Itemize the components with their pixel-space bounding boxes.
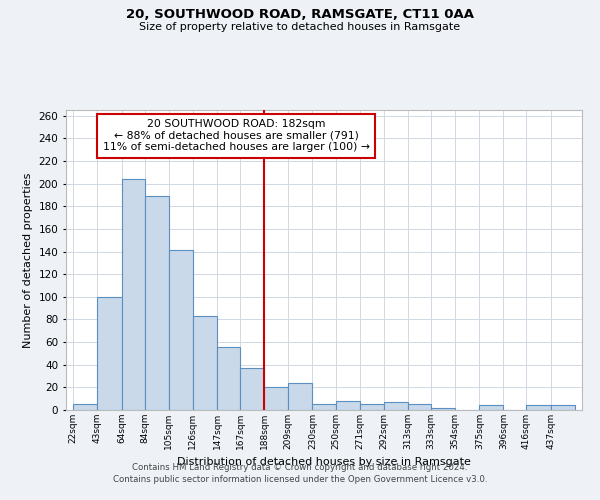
Bar — [313, 404, 335, 410]
Text: 20 SOUTHWOOD ROAD: 182sqm
← 88% of detached houses are smaller (791)
11% of semi: 20 SOUTHWOOD ROAD: 182sqm ← 88% of detac… — [103, 119, 370, 152]
Bar — [408, 404, 431, 410]
Y-axis label: Number of detached properties: Number of detached properties — [23, 172, 33, 348]
Bar — [289, 383, 313, 410]
Bar — [431, 408, 455, 410]
Bar — [264, 388, 289, 410]
Text: 20, SOUTHWOOD ROAD, RAMSGATE, CT11 0AA: 20, SOUTHWOOD ROAD, RAMSGATE, CT11 0AA — [126, 8, 474, 20]
Text: Contains public sector information licensed under the Open Government Licence v3: Contains public sector information licen… — [113, 475, 487, 484]
Bar — [217, 346, 240, 410]
Bar — [479, 406, 503, 410]
Bar — [526, 406, 551, 410]
Bar — [384, 402, 408, 410]
Bar — [193, 316, 217, 410]
Bar — [145, 196, 169, 410]
Text: Size of property relative to detached houses in Ramsgate: Size of property relative to detached ho… — [139, 22, 461, 32]
Bar — [551, 406, 575, 410]
Bar — [240, 368, 264, 410]
Bar — [335, 401, 359, 410]
X-axis label: Distribution of detached houses by size in Ramsgate: Distribution of detached houses by size … — [177, 458, 471, 468]
Text: Contains HM Land Registry data © Crown copyright and database right 2024.: Contains HM Land Registry data © Crown c… — [132, 464, 468, 472]
Bar — [169, 250, 193, 410]
Bar — [73, 404, 97, 410]
Bar — [122, 179, 145, 410]
Bar — [97, 297, 122, 410]
Bar — [359, 404, 384, 410]
